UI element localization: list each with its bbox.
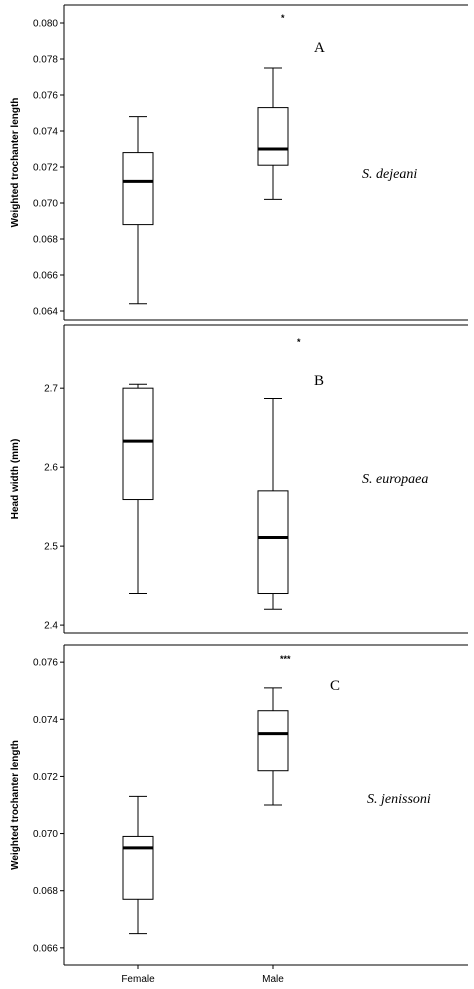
significance-marker: *** — [280, 654, 291, 664]
panel-letter: A — [314, 40, 325, 56]
iqr-box — [257, 490, 289, 595]
y-tick-label: 2.4 — [44, 621, 58, 632]
panel-c: 0.066 0.068 0.070 0.072 0.074 0.076 Weighted t… — [10, 644, 468, 966]
y-tick-label: 0.078 — [33, 55, 58, 66]
iqr-box — [122, 835, 154, 900]
iqr-box — [122, 387, 154, 501]
y-tick-label: 0.068 — [33, 235, 58, 246]
panel-a: 0.064 0.066 0.068 0.070 0.072 0.074 0.076 0.078… — [10, 4, 468, 321]
panel-b: 2.4 2.5 2.6 2.7 Head width (mm) B S. europaea * — [10, 324, 468, 634]
y-tick-label: 0.072 — [33, 772, 58, 783]
box-male — [257, 397, 289, 610]
y-tick-label: 0.064 — [33, 307, 58, 318]
y-tick-label: 0.076 — [33, 658, 58, 669]
y-tick-label: 0.076 — [33, 91, 58, 102]
iqr-box — [257, 107, 289, 166]
y-tick-label: 2.6 — [44, 463, 58, 474]
y-tick-label: 0.070 — [33, 829, 58, 840]
species-label: S. jenissoni — [367, 792, 431, 807]
species-label: S. europaea — [362, 472, 428, 487]
y-tick-label: 2.5 — [44, 542, 58, 553]
box-female — [122, 795, 154, 935]
panel-letter: B — [314, 373, 324, 389]
y-axis-title: Head width (mm) — [10, 439, 21, 520]
iqr-box — [257, 710, 289, 772]
y-axis-title: Weighted trochanter length — [10, 740, 21, 870]
y-tick-label: 0.066 — [33, 943, 58, 954]
y-tick-label: 0.068 — [33, 886, 58, 897]
y-tick-label: 0.072 — [33, 163, 58, 174]
species-label: S. dejeani — [362, 167, 417, 182]
y-tick-label: 0.070 — [33, 199, 58, 210]
significance-marker: * — [297, 337, 301, 347]
x-category-label-male: Male — [262, 974, 284, 985]
y-tick-label: 0.074 — [33, 127, 58, 138]
box-male — [257, 67, 289, 200]
panel-letter: C — [330, 678, 340, 694]
y-axis-title: Weighted trochanter length — [10, 98, 21, 228]
x-category-label-female: Female — [121, 974, 155, 985]
y-tick-label: 0.080 — [33, 19, 58, 30]
box-female — [122, 383, 154, 595]
significance-marker: * — [281, 13, 285, 23]
y-tick-label: 2.7 — [44, 384, 58, 395]
iqr-box — [122, 152, 154, 226]
box-female — [122, 116, 154, 305]
y-tick-label: 0.066 — [33, 271, 58, 282]
y-tick-label: 0.074 — [33, 715, 58, 726]
box-male — [257, 687, 289, 806]
